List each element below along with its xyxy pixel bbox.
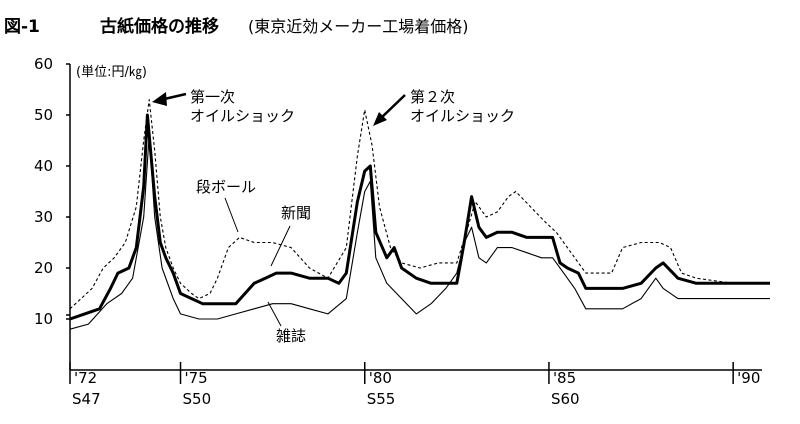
series-label-cardboard: 段ボール — [196, 178, 256, 196]
x-tick-label: '80 — [369, 369, 392, 387]
x-era-label: S47 — [72, 390, 101, 408]
label-cardboard: 段ボール — [196, 178, 256, 233]
series-lines — [69, 99, 770, 330]
x-tick-label: '72 — [74, 369, 97, 387]
unit-label: (単位:円/㎏) — [76, 64, 147, 80]
annotation-text: オイルショック — [190, 107, 295, 125]
arrow-shaft — [379, 94, 406, 120]
arrow-head-icon — [373, 112, 387, 126]
y-ticks: 60 50 40 30 20 10 — [34, 55, 70, 328]
y-tick-label: 20 — [34, 259, 53, 277]
arrow-head-icon — [152, 92, 167, 106]
y-tick-label: 40 — [34, 157, 53, 175]
y-tick-label: 50 — [34, 106, 53, 124]
series-label-magazine: 雑誌 — [276, 327, 306, 345]
leader-line — [267, 301, 282, 327]
series-line-magazine — [69, 134, 770, 330]
leader-line — [224, 197, 239, 233]
leader-line — [270, 225, 291, 267]
x-ticks: '72 S47 '75 S50 '80 S55 '85 S60 '90 — [69, 362, 760, 408]
y-tick-label: 10 — [34, 310, 53, 328]
annotation-text: 第一次 — [190, 88, 235, 106]
x-era-label: S50 — [183, 390, 212, 408]
label-magazine: 雑誌 — [267, 301, 306, 345]
x-era-label: S60 — [551, 390, 580, 408]
series-label-newspaper: 新聞 — [281, 204, 311, 222]
x-tick-label: '85 — [553, 369, 576, 387]
label-newspaper: 新聞 — [270, 204, 311, 267]
annotation-second-oil-shock: 第２次 オイルショック — [373, 88, 515, 126]
series-line-newspaper — [69, 113, 770, 321]
x-tick-label: '90 — [737, 369, 760, 387]
x-era-label: S55 — [367, 390, 396, 408]
annotation-first-oil-shock: 第一次 オイルショック — [152, 88, 295, 125]
y-tick-label: 30 — [34, 208, 53, 226]
x-tick-label: '75 — [185, 369, 208, 387]
chart-title: 古紙価格の推移 — [100, 16, 219, 37]
chart-subtitle: (東京近効メーカー工場着価格) — [248, 17, 469, 36]
annotation-text: オイルショック — [410, 107, 515, 125]
figure-number: 図-1 — [4, 17, 40, 37]
annotation-text: 第２次 — [410, 88, 455, 106]
y-tick-label: 60 — [34, 55, 53, 73]
series-line-cardboard — [69, 99, 770, 310]
